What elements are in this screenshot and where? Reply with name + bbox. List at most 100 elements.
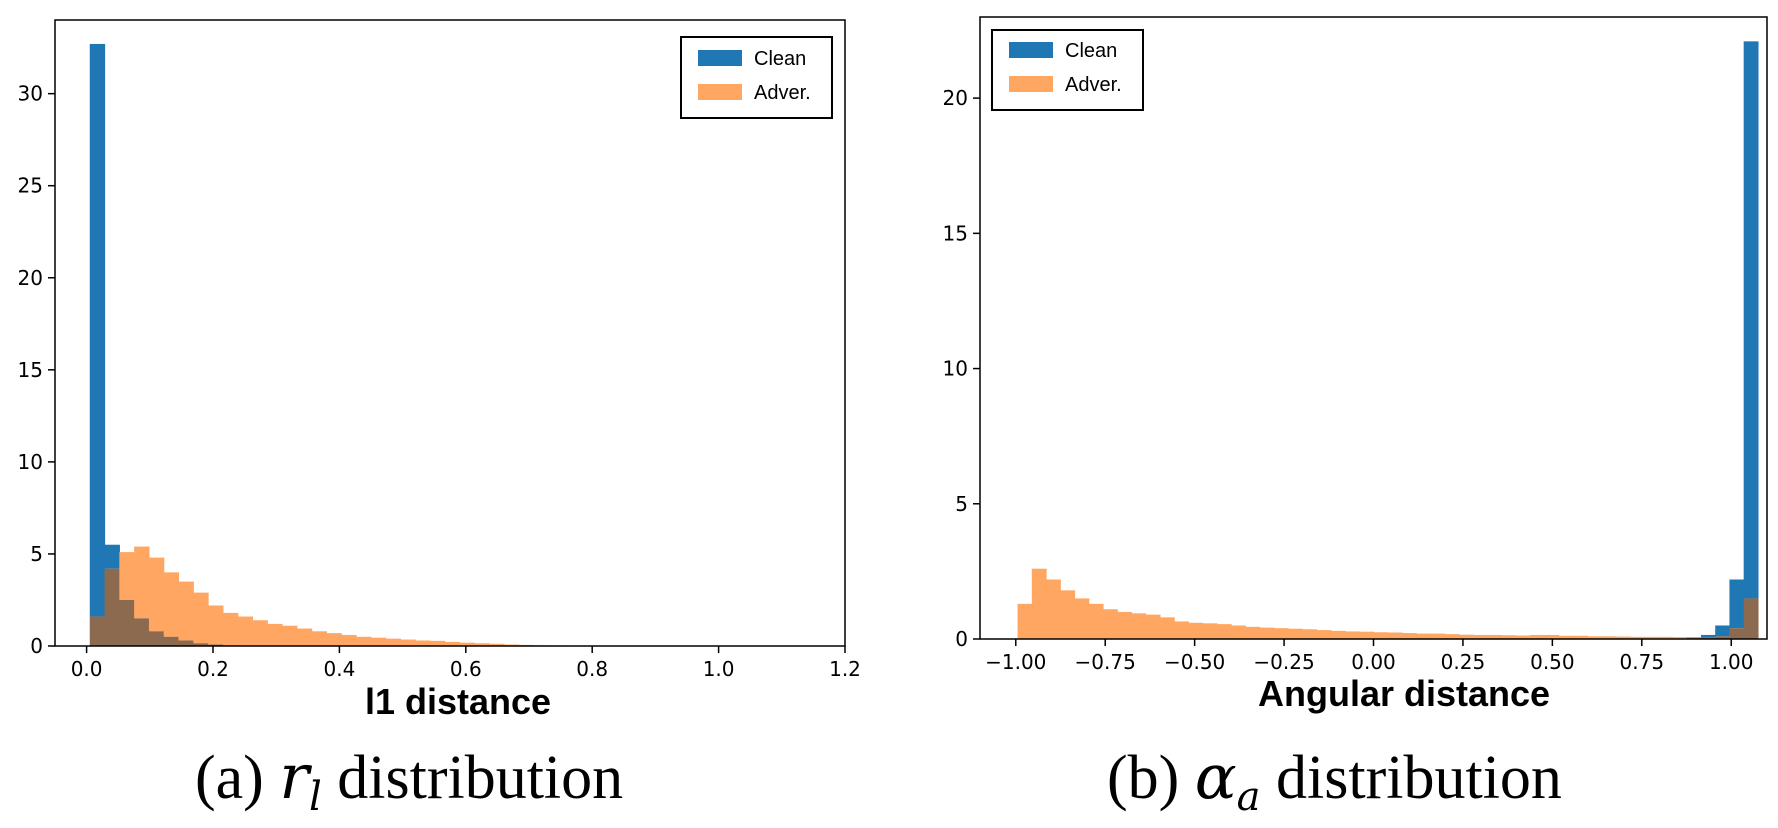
bar-adver-l1-11 xyxy=(252,620,268,646)
bar-adver-l1-26 xyxy=(474,643,490,646)
y-tick-label-l1-2: 10 xyxy=(18,450,43,474)
x-tick-label-l1-2: 0.4 xyxy=(323,657,355,681)
bar-adver-angular-33 xyxy=(1487,634,1503,639)
x-axis-label-angular: Angular distance xyxy=(1258,673,1550,714)
bar-adver-l1-7 xyxy=(193,592,209,644)
x-tick-label-l1-6: 1.2 xyxy=(829,657,861,681)
bar-adver-l1-2 xyxy=(119,552,135,600)
caption-b-suffix: distribution xyxy=(1260,744,1562,812)
y-tick-label-angular-3: 15 xyxy=(943,221,968,245)
bar-adver-l1-6 xyxy=(178,581,194,641)
bar-adver-angular-15 xyxy=(1231,625,1246,639)
y-tick-label-l1-3: 15 xyxy=(18,358,43,382)
x-tick-label-angular-5: 0.25 xyxy=(1441,650,1486,674)
bar-adver-l1-24 xyxy=(444,641,461,646)
legend-swatch-adver-l1 xyxy=(698,84,742,100)
bar-adver-angular-41 xyxy=(1601,636,1617,639)
legend-swatch-clean-l1 xyxy=(698,50,742,66)
bar-overlap-l1-7 xyxy=(193,643,209,646)
bar-adver-angular-29 xyxy=(1430,633,1446,639)
legend-label-adver-angular: Adver. xyxy=(1065,74,1122,96)
y-tick-label-angular-2: 10 xyxy=(943,357,968,381)
bar-adver-l1-19 xyxy=(370,637,387,646)
legend-label-clean-l1: Clean xyxy=(754,48,806,70)
bar-adver-angular-34 xyxy=(1501,635,1517,639)
chart-l1-distance: 0.0 0.2 0.4 0.6 0.8 1.0 1.2 0 5 10 15 20 25 30 l1 di… xyxy=(18,19,861,722)
bar-adver-l1-8 xyxy=(208,605,224,645)
bar-adver-angular-45 xyxy=(1658,636,1674,639)
chart-angular-distance: −1.00 −0.75 −0.50 −0.25 0.00 0.25 0.50 0.75 1.00… xyxy=(943,16,1768,714)
bar-adver-angular-47 xyxy=(1686,637,1702,638)
caption-a-prefix: (a) xyxy=(195,744,280,812)
bar-adver-l1-15 xyxy=(311,631,327,646)
bar-adver-angular-4 xyxy=(1074,598,1090,639)
x-tick-label-l1-4: 0.8 xyxy=(576,657,608,681)
bar-overlap-l1-6 xyxy=(178,640,194,646)
bar-adver-angular-5 xyxy=(1088,603,1104,639)
y-tick-label-l1-0: 0 xyxy=(30,634,43,658)
bar-adver-angular-18 xyxy=(1273,628,1289,639)
bar-overlap-angular-49 xyxy=(1715,636,1731,639)
bar-adver-angular-9 xyxy=(1145,614,1161,639)
bar-adver-l1-21 xyxy=(400,639,416,646)
x-tick-label-l1-5: 1.0 xyxy=(703,657,735,681)
y-tick-label-l1-5: 25 xyxy=(18,174,43,198)
bar-adver-angular-28 xyxy=(1416,633,1432,639)
bar-adver-angular-8 xyxy=(1131,613,1147,639)
bar-adver-angular-24 xyxy=(1359,631,1375,639)
bar-clean-l1-1 xyxy=(104,544,120,569)
x-tick-label-angular-0: −1.00 xyxy=(985,650,1046,674)
bar-adver-angular-10 xyxy=(1159,617,1175,639)
bar-adver-angular-1 xyxy=(1031,568,1047,639)
bar-adver-angular-25 xyxy=(1373,632,1389,639)
bar-adver-l1-3 xyxy=(134,546,150,619)
bar-adver-angular-39 xyxy=(1572,635,1588,639)
x-ticks-l1: 0.0 0.2 0.4 0.6 0.8 1.0 1.2 xyxy=(71,646,861,681)
bar-adver-angular-30 xyxy=(1444,634,1460,639)
bar-adver-angular-27 xyxy=(1401,633,1417,639)
bar-clean-l1-0 xyxy=(89,43,106,617)
bar-clean-angular-49 xyxy=(1715,625,1731,637)
x-tick-label-angular-4: 0.00 xyxy=(1351,650,1396,674)
bar-adver-angular-38 xyxy=(1558,635,1574,639)
y-ticks-angular: 0 5 10 15 20 xyxy=(943,86,980,651)
bar-clean-angular-51 xyxy=(1743,41,1759,599)
caption-b-prefix: (b) xyxy=(1107,744,1195,812)
bar-adver-angular-0 xyxy=(1017,603,1033,639)
bar-adver-angular-36 xyxy=(1530,634,1545,639)
bar-adver-angular-11 xyxy=(1174,621,1190,639)
bar-adver-angular-12 xyxy=(1188,622,1204,639)
legend-l1: Clean Adver. xyxy=(680,36,833,119)
bar-adver-l1-13 xyxy=(282,625,298,646)
bar-adver-l1-20 xyxy=(385,638,401,646)
bar-adver-angular-23 xyxy=(1345,631,1360,639)
bar-overlap-l1-1 xyxy=(104,568,120,646)
x-tick-label-angular-1: −0.75 xyxy=(1075,650,1136,674)
y-tick-label-l1-6: 30 xyxy=(18,82,43,106)
caption-b-subscript: a xyxy=(1236,774,1261,820)
bar-adver-angular-44 xyxy=(1644,636,1659,639)
bar-adver-angular-42 xyxy=(1615,636,1631,639)
bar-adver-angular-35 xyxy=(1515,635,1531,639)
bar-adver-angular-17 xyxy=(1259,627,1275,639)
x-tick-label-angular-6: 0.50 xyxy=(1530,650,1575,674)
bar-adver-angular-40 xyxy=(1587,636,1602,639)
caption-a-symbol: r xyxy=(279,740,309,813)
x-ticks-angular: −1.00 −0.75 −0.50 −0.25 0.00 0.25 0.50 0.75 1.00 xyxy=(985,639,1753,674)
bar-adver-l1-18 xyxy=(355,636,372,646)
y-tick-label-angular-4: 20 xyxy=(943,86,968,110)
legend-angular: Clean Adver. xyxy=(991,29,1144,111)
bar-adver-angular-21 xyxy=(1316,630,1332,639)
bar-adver-angular-31 xyxy=(1458,634,1474,639)
bar-overlap-l1-0 xyxy=(89,616,106,646)
caption-b: (b) αa distribution xyxy=(1107,740,1562,820)
bar-adver-angular-16 xyxy=(1245,626,1261,639)
bar-adver-l1-22 xyxy=(415,640,431,646)
y-ticks-l1: 0 5 10 15 20 25 30 xyxy=(18,82,55,658)
legend-label-adver-l1: Adver. xyxy=(754,82,811,104)
caption-a-suffix: distribution xyxy=(321,744,624,812)
bar-adver-l1-14 xyxy=(296,628,313,646)
bar-adver-angular-7 xyxy=(1117,611,1133,639)
bar-overlap-l1-5 xyxy=(163,636,180,646)
